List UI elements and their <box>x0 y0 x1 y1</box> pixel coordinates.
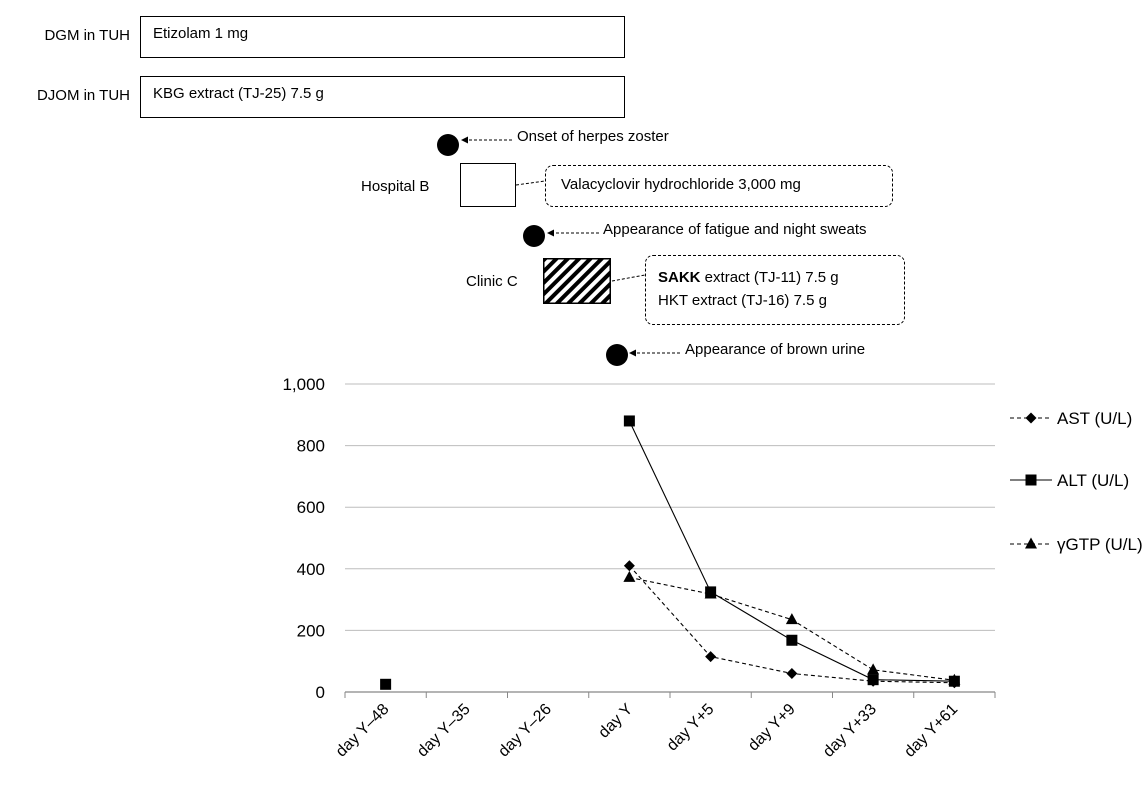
x-tick-label: day Y+61 <box>901 701 961 761</box>
y-tick-label: 0 <box>316 683 325 702</box>
hospital-b-period <box>460 163 516 207</box>
x-tick-label: day Y+33 <box>820 701 880 761</box>
series-line-0 <box>628 565 955 684</box>
djom-row-label: DJOM in TUH <box>36 87 130 104</box>
x-tick-label: day Y+9 <box>745 701 799 755</box>
clinic-c-drug-line2: HKT extract (TJ-16) 7.5 g <box>658 292 827 309</box>
data-point-diamond <box>705 651 717 663</box>
hospital-b-drug-text: Valacyclovir hydrochloride 3,000 mg <box>561 176 801 193</box>
fatigue-onset-marker <box>523 225 545 247</box>
legend-marker <box>1025 474 1037 486</box>
legend-marker <box>1025 412 1037 424</box>
x-tick-label: day Y–26 <box>495 701 555 761</box>
x-tick-label: day Y <box>595 701 636 742</box>
herpes-onset-marker <box>437 134 459 156</box>
fatigue-onset-label: Appearance of fatigue and night sweats <box>603 221 867 238</box>
data-point-square <box>623 415 635 427</box>
legend-marker <box>1025 537 1037 549</box>
herpes-onset-label: Onset of herpes zoster <box>517 128 669 145</box>
sakk-rest-text: extract (TJ-11) 7.5 g <box>700 269 839 286</box>
legend-label: ALT (U/L) <box>1057 471 1129 490</box>
data-point-triangle <box>704 587 717 599</box>
y-tick-label: 200 <box>297 621 325 640</box>
y-tick-label: 800 <box>297 437 325 456</box>
brown-urine-marker <box>606 344 628 366</box>
x-tick-label: day Y–35 <box>414 701 474 761</box>
data-point-square <box>380 678 392 690</box>
y-tick-label: 1,000 <box>282 375 325 394</box>
data-point-triangle <box>623 570 636 582</box>
data-point-triangle <box>948 673 961 685</box>
dgm-drug-bar: Etizolam 1 mg <box>140 16 625 58</box>
hospital-b-label: Hospital B <box>361 178 430 195</box>
brown-urine-label: Appearance of brown urine <box>685 341 866 358</box>
clinic-c-label: Clinic C <box>466 273 518 290</box>
hospital-b-drug-callout: Valacyclovir hydrochloride 3,000 mg <box>545 165 893 207</box>
legend-label: γGTP (U/L) <box>1057 535 1143 554</box>
djom-drug-bar: KBG extract (TJ-25) 7.5 g <box>140 76 625 118</box>
x-tick-label: day Y–48 <box>333 701 393 761</box>
x-tick-label: day Y+5 <box>664 701 718 755</box>
dgm-row-label: DGM in TUH <box>44 27 130 44</box>
data-point-triangle <box>867 663 880 675</box>
y-tick-label: 600 <box>297 498 325 517</box>
data-point-diamond <box>786 668 798 680</box>
y-tick-label: 400 <box>297 560 325 579</box>
clinic-c-period <box>543 258 611 304</box>
dgm-drug-text: Etizolam 1 mg <box>153 25 249 42</box>
data-point-square <box>867 674 879 686</box>
series-line-2 <box>629 576 955 681</box>
data-point-diamond <box>623 560 635 572</box>
legend-label: AST (U/L) <box>1057 409 1132 428</box>
data-point-triangle <box>785 613 798 625</box>
djom-drug-text: KBG extract (TJ-25) 7.5 g <box>153 85 324 102</box>
data-point-square <box>786 634 798 646</box>
clinic-c-drug-line1: SAKK extract (TJ-11) 7.5 g <box>658 269 839 286</box>
clinic-c-drug-callout: SAKK extract (TJ-11) 7.5 g HKT extract (… <box>645 255 905 325</box>
sakk-bold-text: SAKK <box>658 269 701 286</box>
